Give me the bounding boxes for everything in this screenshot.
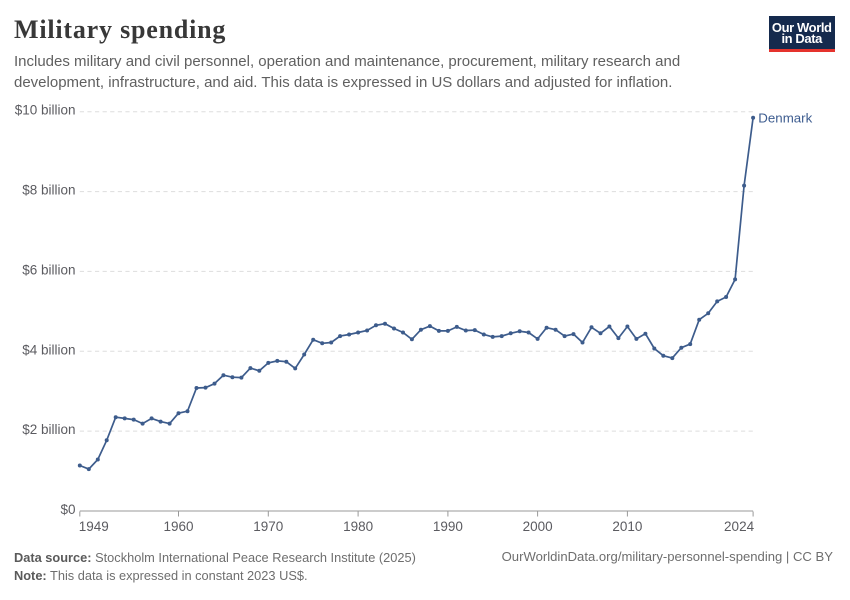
svg-text:2024: 2024 xyxy=(724,519,755,534)
svg-text:Denmark: Denmark xyxy=(758,111,812,126)
svg-text:$6 billion: $6 billion xyxy=(22,262,75,277)
svg-text:1980: 1980 xyxy=(343,519,373,534)
svg-text:1949: 1949 xyxy=(79,519,109,534)
svg-text:2000: 2000 xyxy=(523,519,553,534)
svg-text:$0: $0 xyxy=(60,502,75,517)
svg-text:$8 billion: $8 billion xyxy=(22,183,75,198)
svg-text:$10 billion: $10 billion xyxy=(15,103,76,118)
svg-text:2010: 2010 xyxy=(612,519,642,534)
svg-text:1970: 1970 xyxy=(253,519,283,534)
svg-text:$4 billion: $4 billion xyxy=(22,342,75,357)
svg-text:$2 billion: $2 billion xyxy=(22,422,75,437)
svg-text:1960: 1960 xyxy=(163,519,193,534)
svg-text:1990: 1990 xyxy=(433,519,463,534)
